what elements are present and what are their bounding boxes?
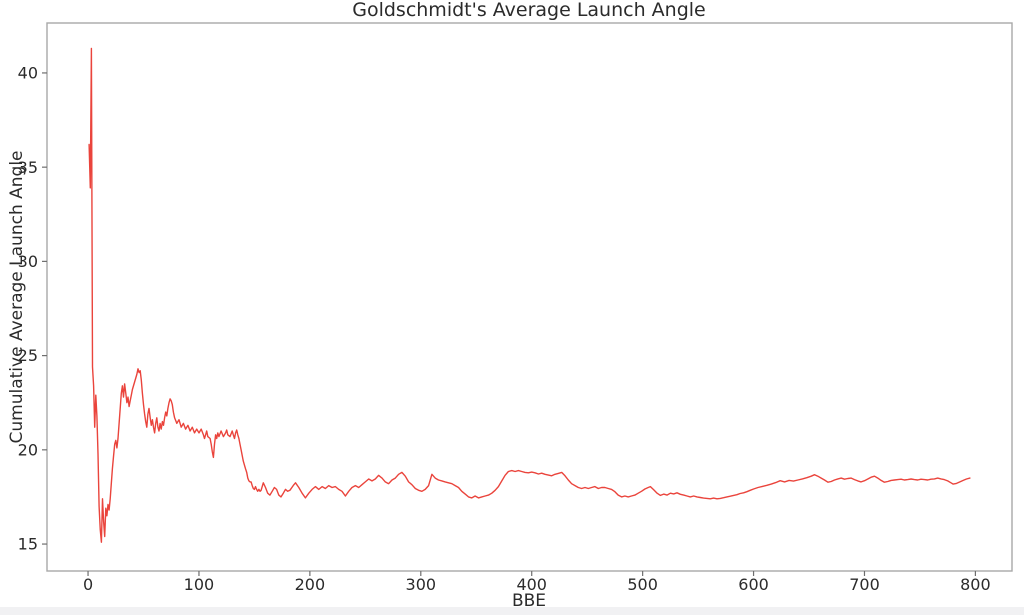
x-tick-label: 200 [295,575,326,594]
y-tick-label: 15 [18,535,38,554]
x-tick-label: 600 [738,575,769,594]
x-tick-label: 700 [849,575,880,594]
y-tick-label: 25 [18,346,38,365]
x-tick-label: 800 [960,575,991,594]
chart-title: Goldschmidt's Average Launch Angle [352,0,706,21]
page-bottom-strip [0,607,1024,615]
y-axis-label: Cumulative Average Launch Angle [7,151,27,444]
y-axis-ticks: 15 20 25 30 35 40 [18,64,47,554]
x-axis-label: BBE [512,591,546,611]
x-tick-label: 500 [627,575,658,594]
x-tick-label: 0 [83,575,93,594]
x-tick-label: 100 [184,575,215,594]
x-tick-label: 300 [406,575,437,594]
x-tick-label: 400 [516,575,547,594]
y-tick-label: 35 [18,158,38,177]
plot-area-spines [46,22,1013,572]
series-lines [88,47,971,543]
cumulative-launch-angle-line [88,47,971,543]
y-tick-label: 40 [18,64,38,83]
y-tick-label: 20 [18,440,38,459]
x-axis-ticks: 0 100 200 300 400 500 600 700 800 [83,571,991,594]
y-tick-label: 30 [18,252,38,271]
